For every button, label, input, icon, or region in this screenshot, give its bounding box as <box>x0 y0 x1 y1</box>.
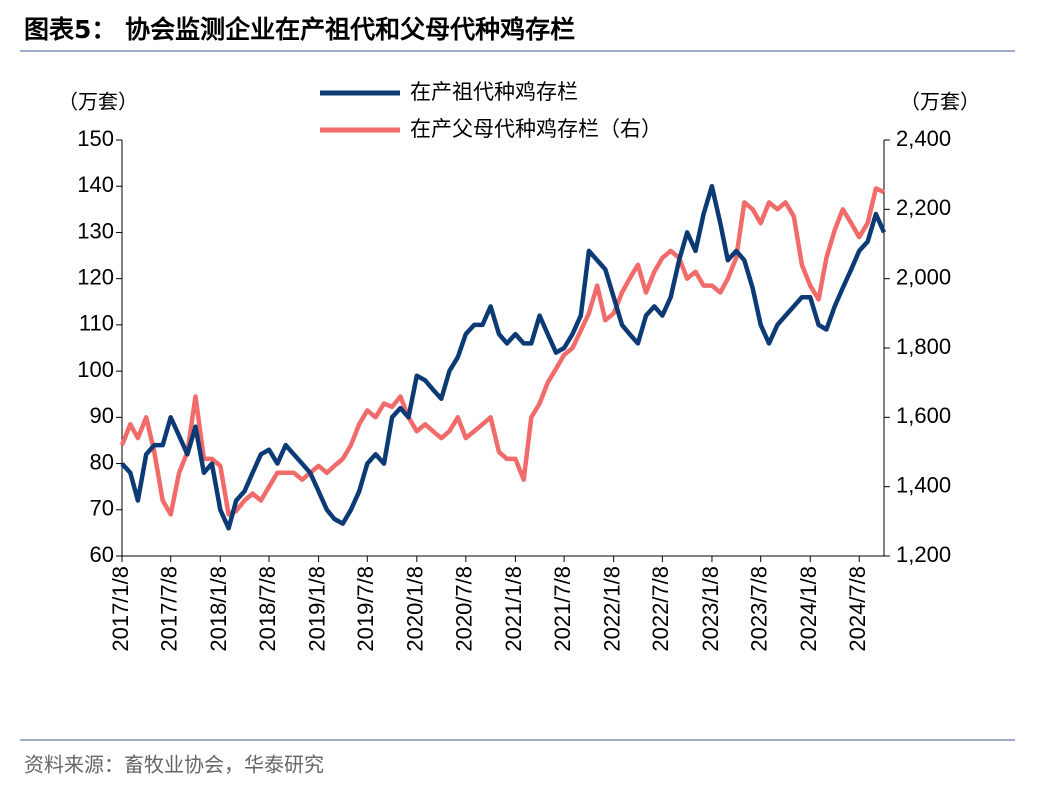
y2-tick-label: 1,600 <box>896 403 951 428</box>
source-note: 资料来源：畜牧业协会，华泰研究 <box>24 753 324 777</box>
y2-tick-label: 2,400 <box>896 126 951 151</box>
x-tick-label: 2019/7/8 <box>353 566 378 652</box>
y2-tick-label: 1,200 <box>896 542 951 567</box>
x-tick-label: 2020/7/8 <box>452 566 477 652</box>
legend-label: 在产父母代种鸡存栏（右） <box>410 117 662 141</box>
chart-title: 图表5： 协会监测企业在产祖代和父母代种鸡存栏 <box>24 15 575 44</box>
x-tick-label: 2022/1/8 <box>599 566 624 652</box>
y-tick-label: 60 <box>90 542 114 567</box>
x-tick-label: 2024/1/8 <box>796 566 821 652</box>
y-tick-label: 90 <box>90 403 114 428</box>
y-tick-label: 120 <box>77 264 114 289</box>
x-tick-label: 2022/7/8 <box>648 566 673 652</box>
series-line <box>119 186 885 517</box>
x-tick-label: 2021/7/8 <box>550 566 575 652</box>
x-tick-label: 2018/7/8 <box>255 566 280 652</box>
y-tick-label: 100 <box>77 357 114 382</box>
y2-tick-label: 2,200 <box>896 195 951 220</box>
y-tick-label: 140 <box>77 172 114 197</box>
y2-tick-label: 1,400 <box>896 472 951 497</box>
y-tick-label: 70 <box>90 496 114 521</box>
x-tick-label: 2023/1/8 <box>698 566 723 652</box>
x-tick-label: 2021/1/8 <box>501 566 526 652</box>
y-tick-label: 110 <box>79 311 114 336</box>
x-tick-label: 2017/1/8 <box>108 566 133 652</box>
y-tick-label: 150 <box>77 126 114 151</box>
x-tick-label: 2024/7/8 <box>845 566 870 652</box>
y-tick-label: 130 <box>77 218 114 243</box>
x-tick-label: 2020/1/8 <box>403 566 428 652</box>
series-line <box>120 183 887 531</box>
x-tick-label: 2023/7/8 <box>746 566 771 652</box>
x-tick-label: 2017/7/8 <box>157 566 182 652</box>
legend-label: 在产祖代种鸡存栏 <box>410 80 578 104</box>
y2-tick-label: 2,000 <box>896 264 951 289</box>
y-axis-label: （万套） <box>58 90 138 114</box>
x-tick-label: 2018/1/8 <box>206 566 231 652</box>
y2-axis-label: （万套） <box>900 90 980 114</box>
x-tick-label: 2019/1/8 <box>304 566 329 652</box>
y-tick-label: 80 <box>90 449 114 474</box>
y2-tick-label: 1,800 <box>896 334 951 359</box>
